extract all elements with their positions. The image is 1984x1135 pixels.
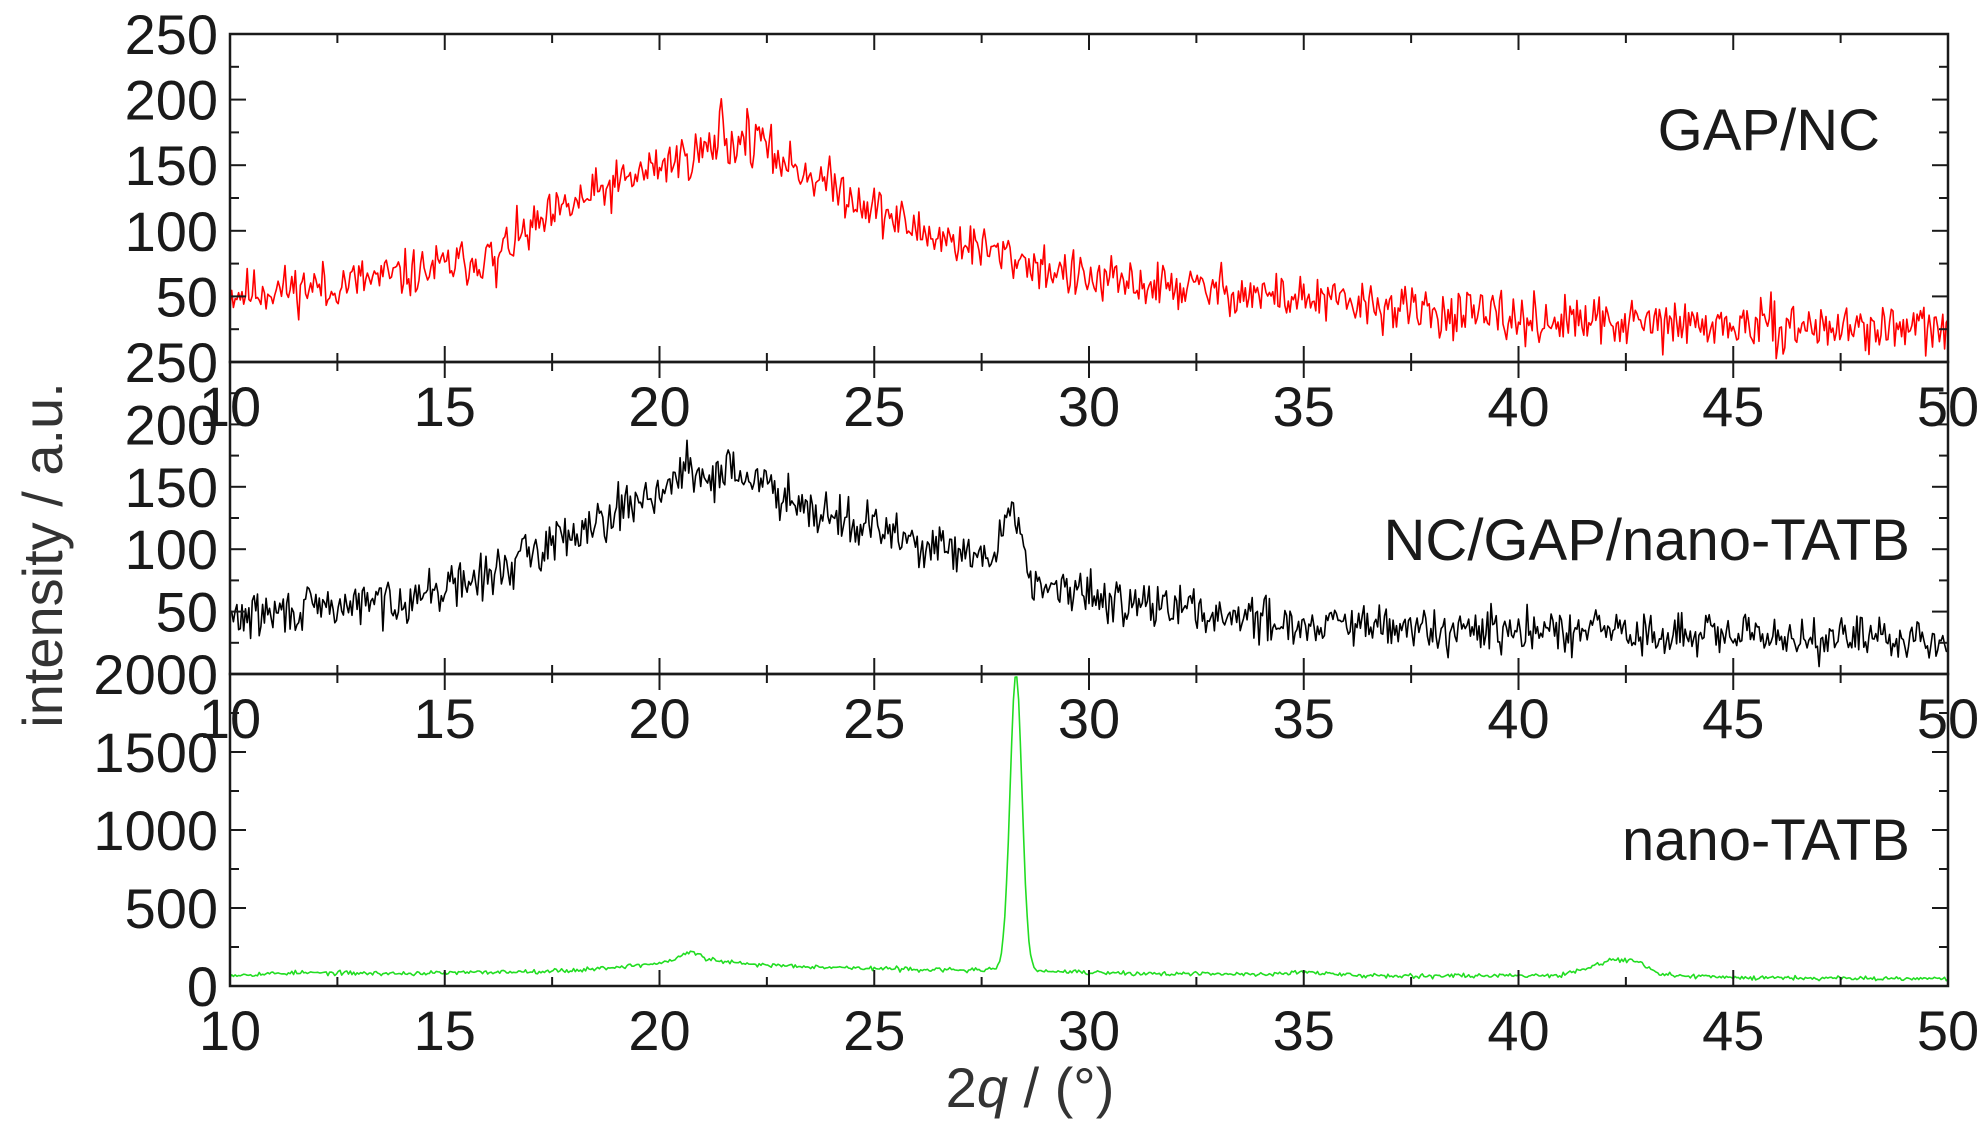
y-tick-label: 250	[125, 3, 218, 66]
x-tick-label: 35	[1273, 375, 1335, 438]
series-line-2	[229, 439, 1949, 668]
x-tick-label: 30	[1058, 375, 1120, 438]
y-tick-label: 50	[156, 581, 218, 644]
panel-3: 10 15 20 25 30 35 40 45 500500100015002000nano-T…	[93, 643, 1979, 1062]
x-tick-label: 35	[1273, 687, 1335, 750]
x-tick-label: 25	[843, 375, 905, 438]
panel-2: 10 15 20 25 30 35 40 45 5050100150200250NC/GAP/n…	[125, 331, 1980, 750]
x-tick-label: 50	[1917, 999, 1979, 1062]
y-tick-label: 0	[187, 955, 218, 1018]
x-tick-label: 40	[1487, 999, 1549, 1062]
y-tick-label: 150	[125, 456, 218, 519]
x-tick-label: 15	[414, 687, 476, 750]
y-tick-label: 200	[125, 393, 218, 456]
y-tick-label: 2000	[93, 643, 218, 706]
series-label-3: nano-TATB	[1622, 808, 1910, 873]
x-tick-label: 20	[628, 375, 690, 438]
x-tick-label: 35	[1273, 999, 1335, 1062]
y-tick-label: 500	[125, 877, 218, 940]
series-label-1: GAP/NC	[1658, 98, 1880, 163]
x-tick-label: 15	[414, 999, 476, 1062]
y-tick-label: 1500	[93, 721, 218, 784]
x-tick-label: 40	[1487, 375, 1549, 438]
x-axis-title: 2q / (°)	[946, 1056, 1115, 1119]
x-tick-label: 30	[1058, 687, 1120, 750]
y-tick-label: 50	[156, 265, 218, 328]
x-tick-label: 30	[1058, 999, 1120, 1062]
x-tick-label: 20	[628, 999, 690, 1062]
x-axis-title-prefix: 2	[946, 1056, 977, 1119]
y-tick-label: 1000	[93, 799, 218, 862]
x-tick-label: 45	[1702, 687, 1764, 750]
x-tick-label: 40	[1487, 687, 1549, 750]
y-tick-label: 100	[125, 518, 218, 581]
y-axis-title: intensity / a.u.	[11, 382, 74, 728]
y-tick-label: 250	[125, 331, 218, 394]
y-tick-label: 150	[125, 134, 218, 197]
x-axis-title-symbol: q	[977, 1056, 1008, 1119]
series-line-1	[229, 98, 1949, 360]
x-tick-label: 15	[414, 375, 476, 438]
x-tick-label: 45	[1702, 999, 1764, 1062]
x-tick-label: 25	[843, 687, 905, 750]
x-tick-label: 20	[628, 687, 690, 750]
x-tick-label: 25	[843, 999, 905, 1062]
y-tick-label: 100	[125, 200, 218, 263]
x-tick-label: 10	[199, 999, 261, 1062]
y-tick-label: 200	[125, 69, 218, 132]
plot-frame-1	[228, 32, 1950, 364]
x-tick-label: 45	[1702, 375, 1764, 438]
x-axis-title-suffix: / (°)	[1008, 1056, 1114, 1119]
series-label-2: NC/GAP/nano-TATB	[1384, 508, 1910, 573]
